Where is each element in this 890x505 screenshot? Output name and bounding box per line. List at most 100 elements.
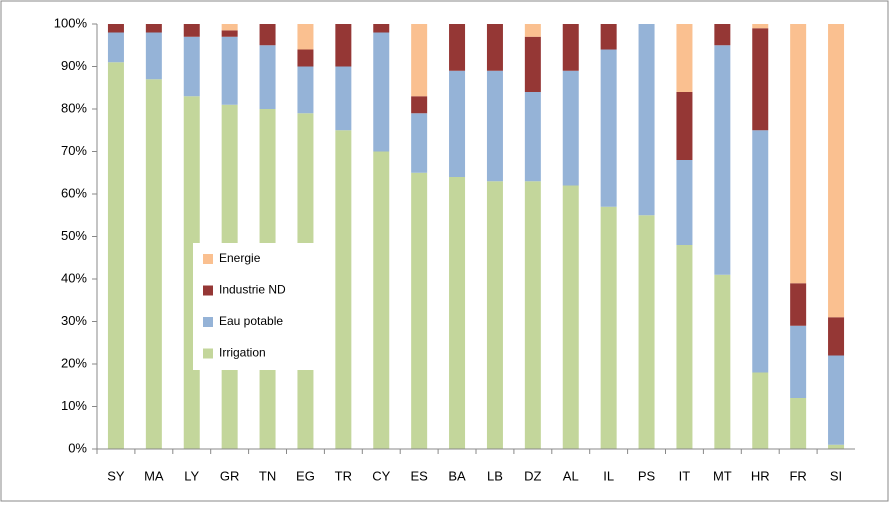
- legend: Irrigation Eau potable Industrie ND Energie: [193, 243, 318, 370]
- bar-segment: [221, 30, 238, 37]
- bar-segment: [752, 24, 769, 29]
- x-tick-label: GR: [220, 468, 240, 483]
- bar-segment: [714, 45, 731, 275]
- x-tick-label: MA: [144, 468, 164, 483]
- bar-segment: [373, 32, 390, 152]
- bar-segment: [752, 130, 769, 373]
- bar-segment: [790, 398, 807, 449]
- bar-segment: [145, 32, 162, 80]
- bar-segment: [676, 24, 693, 92]
- bar-segment: [259, 45, 276, 109]
- bar-segment: [107, 62, 124, 449]
- y-tick-label: 90%: [61, 58, 87, 73]
- bar-segment: [562, 185, 579, 449]
- bar-segment: [486, 70, 503, 182]
- bar-segment: [676, 160, 693, 245]
- bar-segment: [562, 70, 579, 186]
- x-tick-label: IL: [603, 468, 614, 483]
- x-tick-label: HR: [751, 468, 770, 483]
- bar-segment: [297, 24, 314, 50]
- bar-segment: [449, 70, 466, 177]
- y-tick-label: 30%: [61, 313, 87, 328]
- bar-segment: [221, 24, 238, 31]
- bar-segment: [562, 24, 579, 71]
- y-tick-label: 20%: [61, 355, 87, 370]
- bar-segment: [676, 245, 693, 449]
- bar-segment: [297, 66, 314, 114]
- bar-segment: [335, 66, 352, 131]
- bar-segment: [411, 113, 428, 173]
- bar-segment: [828, 24, 845, 318]
- legend-swatch: [203, 348, 213, 359]
- x-tick-label: LB: [487, 468, 503, 483]
- y-tick-label: 0%: [68, 440, 87, 455]
- bar-segment: [335, 24, 352, 67]
- bar-segment: [790, 283, 807, 326]
- bar-segment: [714, 24, 731, 46]
- bar-segment: [600, 49, 617, 207]
- x-tick-label: BA: [448, 468, 466, 483]
- legend-label: Irrigation: [219, 346, 266, 360]
- bar-segment: [524, 36, 541, 92]
- bar-segment: [600, 206, 617, 449]
- bar-segment: [183, 36, 200, 97]
- legend-swatch: [203, 285, 213, 296]
- x-tick-label: DZ: [524, 468, 541, 483]
- x-tick-label: AL: [563, 468, 579, 483]
- bar-segment: [373, 24, 390, 33]
- x-tick-label: SY: [107, 468, 125, 483]
- bar-segment: [676, 92, 693, 160]
- bar-segment: [828, 355, 845, 445]
- bar-segment: [524, 181, 541, 449]
- bar-segment: [486, 24, 503, 71]
- legend-swatch: [203, 317, 213, 327]
- bar-segment: [752, 372, 769, 449]
- x-tick-label: TN: [259, 468, 276, 483]
- bar-segment: [486, 181, 503, 449]
- bar-segment: [145, 79, 162, 449]
- bar-segment: [107, 24, 124, 33]
- bar-segment: [411, 172, 428, 449]
- bar-segment: [790, 325, 807, 398]
- x-tick-label: ES: [410, 468, 428, 483]
- bar-segment: [638, 24, 655, 216]
- legend-label: Energie: [219, 251, 261, 265]
- bar-segment: [714, 274, 731, 449]
- y-tick-label: 70%: [61, 143, 87, 158]
- bar-segment: [790, 24, 807, 284]
- x-tick-label: MT: [713, 468, 732, 483]
- x-tick-label: FR: [789, 468, 806, 483]
- bar-segment: [600, 24, 617, 50]
- y-tick-label: 10%: [61, 398, 87, 413]
- bar-segment: [411, 24, 428, 97]
- x-tick-label: CY: [372, 468, 390, 483]
- legend-label: Eau potable: [219, 314, 283, 328]
- bar-segment: [524, 24, 541, 37]
- bar-segment: [638, 215, 655, 449]
- y-tick-label: 80%: [61, 100, 87, 115]
- legend-box: [193, 243, 318, 370]
- bar-segment: [752, 28, 769, 131]
- x-tick-label: SI: [830, 468, 842, 483]
- bar-segment: [297, 49, 314, 67]
- bar-segment: [107, 32, 124, 63]
- bar-segment: [221, 36, 238, 105]
- legend-label: Industrie ND: [219, 283, 286, 297]
- y-tick-label: 100%: [54, 15, 88, 30]
- bar-segment: [373, 151, 390, 449]
- y-tick-label: 50%: [61, 228, 87, 243]
- bar-segment: [335, 130, 352, 449]
- x-tick-label: TR: [335, 468, 352, 483]
- bar-segment: [259, 24, 276, 46]
- bar-segment: [145, 24, 162, 33]
- y-tick-label: 40%: [61, 270, 87, 285]
- x-tick-label: LY: [184, 468, 199, 483]
- x-tick-label: IT: [679, 468, 691, 483]
- bar-segment: [828, 317, 845, 356]
- bar-segment: [828, 444, 845, 449]
- x-tick-label: EG: [296, 468, 315, 483]
- x-tick-label: PS: [638, 468, 656, 483]
- bar-segment: [449, 24, 466, 71]
- legend-swatch: [203, 254, 213, 264]
